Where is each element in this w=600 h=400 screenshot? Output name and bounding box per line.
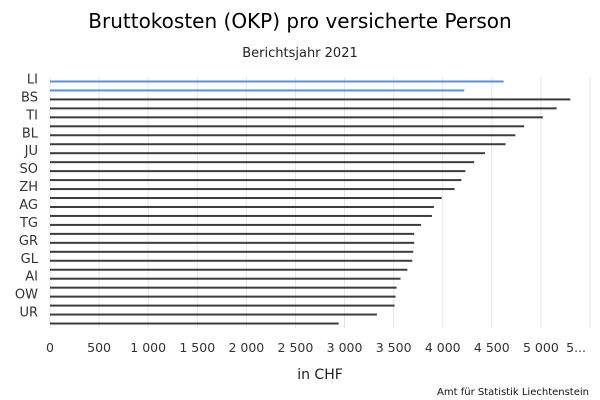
x-tick-label: 4 000	[425, 340, 461, 355]
bar	[50, 107, 557, 110]
gridlines	[49, 77, 591, 328]
bar	[50, 268, 408, 271]
category-label: ZH	[19, 180, 38, 195]
bar	[50, 223, 422, 226]
bar	[50, 277, 401, 280]
x-tick-label: 2 500	[278, 340, 314, 355]
category-label: TG	[19, 216, 38, 231]
credit-text: Amt für Statistik Liechtenstein	[437, 387, 589, 398]
x-tick-label: 3 000	[327, 340, 363, 355]
bar	[50, 161, 475, 164]
bar	[50, 232, 415, 235]
category-label: AI	[25, 270, 38, 285]
x-tick-label: 1 500	[179, 340, 215, 355]
bar	[50, 286, 397, 289]
bar	[50, 250, 414, 253]
bar	[50, 116, 543, 119]
bar	[50, 295, 396, 298]
bar	[50, 188, 455, 191]
x-tick-label: 5...	[566, 340, 586, 355]
category-label: SO	[20, 162, 38, 177]
bar	[50, 304, 395, 307]
chart-title: Bruttokosten (OKP) pro versicherte Perso…	[88, 9, 511, 33]
category-label: LI	[27, 72, 38, 87]
x-tick-label: 0	[46, 340, 54, 355]
bar	[50, 259, 413, 262]
category-label: TI	[25, 108, 38, 123]
category-label: UR	[19, 306, 38, 321]
bar	[50, 205, 434, 208]
category-label: JU	[24, 144, 38, 159]
bar	[50, 152, 485, 155]
bar	[50, 143, 506, 146]
bar	[50, 322, 339, 325]
x-tick-label: 4 500	[474, 340, 510, 355]
category-label: GL	[21, 252, 39, 267]
category-label: AG	[19, 198, 38, 213]
bar	[50, 170, 466, 173]
x-tick-label: 5 000	[523, 340, 559, 355]
x-axis-label: in CHF	[297, 367, 343, 383]
bar	[50, 125, 525, 128]
category-label: BL	[22, 126, 39, 141]
bars	[50, 80, 571, 325]
bar	[50, 89, 465, 92]
bar	[50, 98, 571, 101]
x-tick-label: 2 000	[228, 340, 264, 355]
x-tick-label: 500	[87, 340, 111, 355]
x-tick-label: 3 500	[376, 340, 412, 355]
x-tick-label: 1 000	[130, 340, 166, 355]
category-labels: LI BS TI BL JU SO ZH AG TG GR GL AI OW UR	[15, 72, 39, 320]
category-label: GR	[19, 234, 38, 249]
chart-subtitle: Berichtsjahr 2021	[242, 46, 358, 61]
bar	[50, 80, 504, 83]
bar	[50, 197, 442, 200]
bar	[50, 313, 377, 316]
bar	[50, 134, 516, 137]
bar	[50, 241, 415, 244]
category-label: OW	[15, 288, 38, 303]
bar	[50, 179, 462, 182]
x-axis-tick-labels: 0 500 1 000 1 500 2 000 2 500 3 000 3 500 4 000 4…	[46, 340, 586, 355]
bar	[50, 214, 432, 217]
category-label: BS	[21, 90, 38, 105]
